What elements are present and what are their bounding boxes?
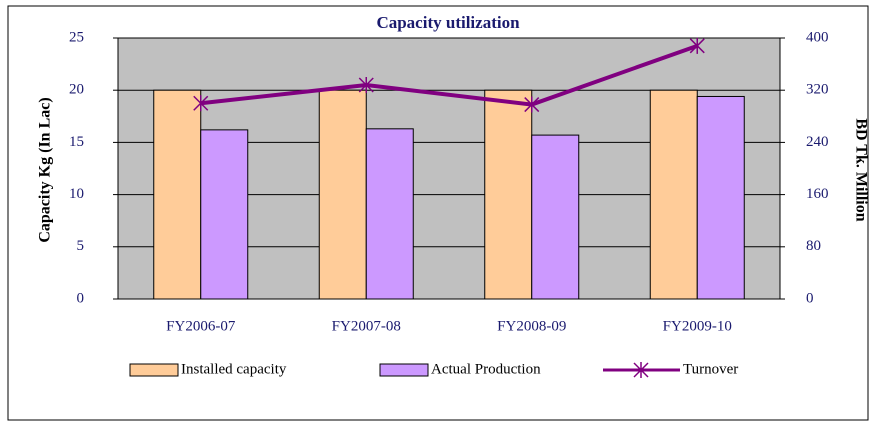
y-tick-label: 0 (77, 290, 85, 306)
bar (649, 89, 698, 300)
x-tick-label: FY2006-07 (166, 318, 236, 334)
y2-tick-label: 400 (806, 29, 829, 45)
bar (531, 134, 580, 300)
line-marker (358, 76, 374, 93)
bar (365, 128, 414, 300)
y-tick-label: 25 (69, 29, 84, 45)
x-tick-label: FY2007-08 (332, 318, 401, 334)
y2-axis-label: BD Tk. Million (852, 118, 869, 221)
y2-tick-label: 160 (806, 186, 829, 202)
y-axis-label: Capacity Kg (In Lac) (37, 97, 54, 242)
bar (318, 89, 367, 300)
bar (696, 95, 745, 300)
legend-label: Actual Production (431, 361, 541, 377)
bar (153, 89, 202, 300)
y-tick-label: 10 (69, 186, 84, 202)
legend-label: Installed capacity (181, 361, 287, 377)
line-marker (524, 96, 540, 113)
chart-title: Capacity utilization (376, 13, 520, 32)
y2-tick-label: 80 (806, 238, 821, 254)
line-marker (689, 37, 705, 54)
line-marker (633, 362, 649, 378)
x-tick-label: FY2009-10 (663, 318, 732, 334)
legend-swatch (129, 363, 179, 377)
legend-label: Turnover (683, 361, 738, 377)
bar (484, 89, 533, 300)
legend-swatch (379, 363, 429, 377)
x-tick-label: FY2008-09 (497, 318, 566, 334)
line-marker (193, 95, 209, 112)
y2-tick-label: 240 (806, 134, 829, 150)
y2-tick-label: 0 (806, 290, 814, 306)
y-tick-label: 15 (69, 134, 84, 150)
bar (200, 129, 249, 300)
line (200, 43, 698, 107)
y-tick-label: 5 (77, 238, 85, 254)
y-tick-label: 20 (69, 82, 84, 98)
y2-tick-label: 320 (806, 82, 829, 98)
